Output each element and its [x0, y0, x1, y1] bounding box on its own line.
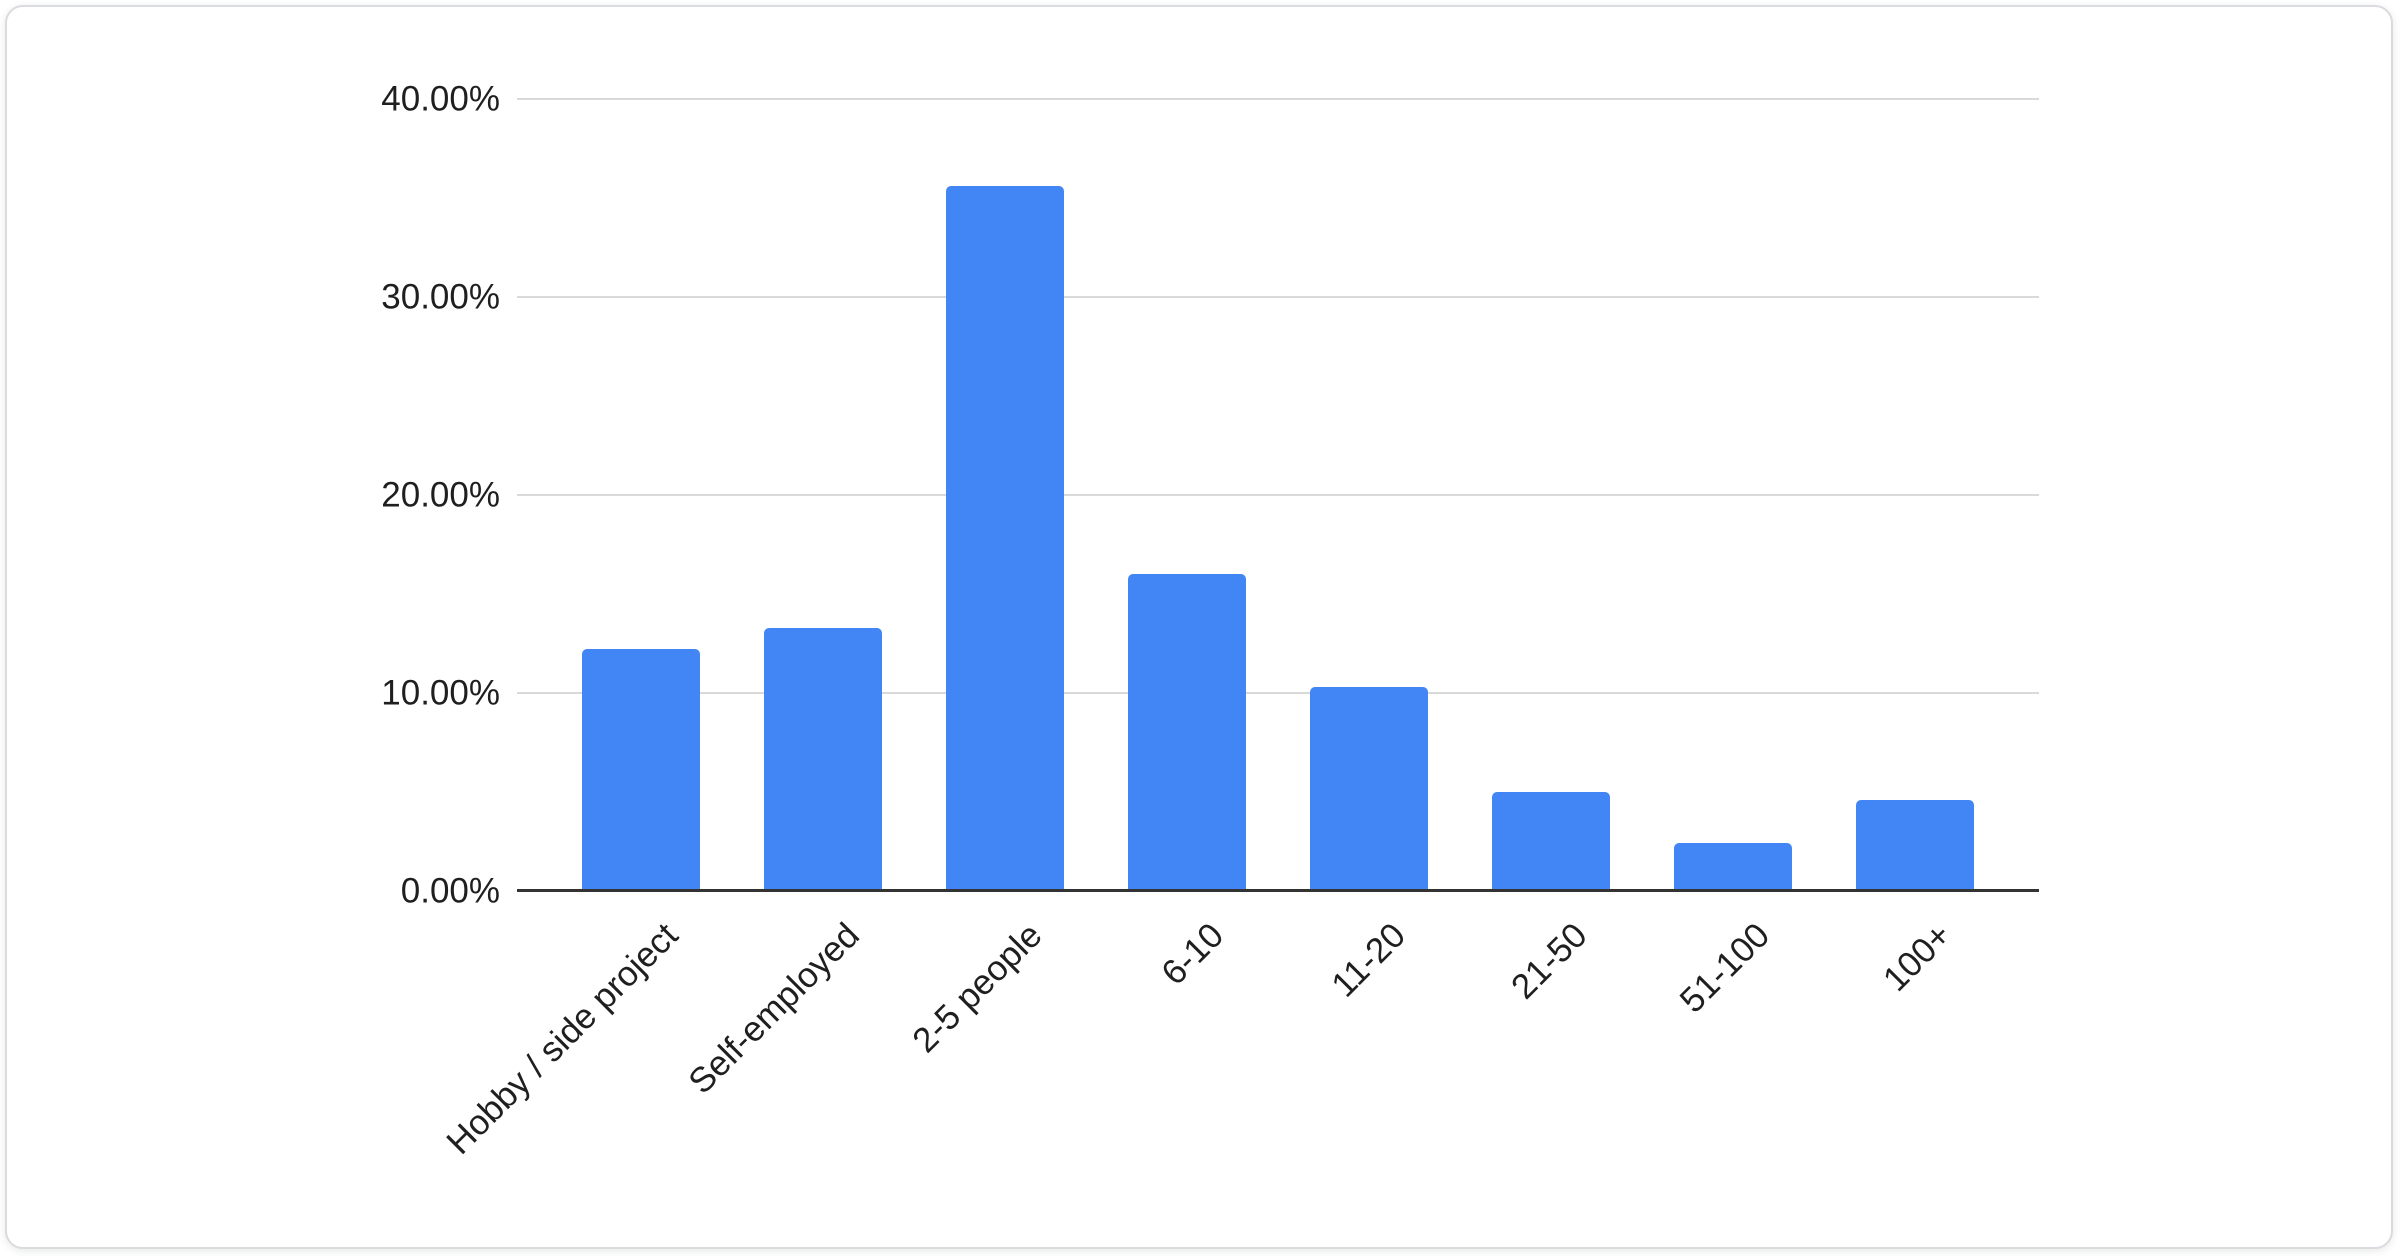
bar-11-20[interactable]: [1310, 687, 1428, 891]
plot-area: Hobby / side project Self-employed 2-5 peo…: [439, 98, 2039, 1162]
x-axis-label-self-employed: Self-employed: [681, 915, 868, 1102]
y-axis-tick-label-40: 40.00%: [381, 79, 500, 119]
chart-card: 40.00% 30.00% 20.00% 10.00% 0.00% Hobby / si…: [5, 5, 2393, 1249]
gridline-10: [517, 692, 2039, 694]
x-axis-label-6-10: 6-10: [1154, 915, 1232, 993]
y-axis-tick-label-0: 0.00%: [400, 871, 500, 911]
bar-100[interactable]: [1856, 799, 1974, 891]
y-axis-tick-label-30: 30.00%: [381, 277, 500, 317]
y-axis-tick-label-10: 10.00%: [381, 673, 500, 713]
x-axis-label-21-50: 21-50: [1504, 915, 1596, 1007]
gridline-40: [517, 98, 2039, 100]
bar-hobby-side-project[interactable]: [582, 649, 700, 891]
x-axis-label-51-100: 51-100: [1672, 915, 1778, 1021]
gridline-20: [517, 494, 2039, 496]
bar-series: [550, 99, 2006, 891]
x-axis-label-100: 100+: [1875, 915, 1960, 999]
y-axis-tick-label-20: 20.00%: [381, 475, 500, 515]
bar-21-50[interactable]: [1492, 792, 1610, 891]
bar-2-5-people[interactable]: [946, 186, 1064, 891]
y-axis: 40.00% 30.00% 20.00% 10.00% 0.00%: [7, 82, 500, 909]
bar-self-employed[interactable]: [764, 627, 882, 891]
x-axis-label-11-20: 11-20: [1324, 915, 1414, 1005]
bar-6-10[interactable]: [1128, 574, 1246, 891]
bar-51-100[interactable]: [1674, 843, 1792, 891]
x-axis-label-hobby-side-project: Hobby / side project: [438, 915, 686, 1162]
x-axis-label-2-5-people: 2-5 people: [904, 915, 1050, 1061]
x-axis-line: [517, 889, 2039, 892]
gridline-30: [517, 296, 2039, 298]
